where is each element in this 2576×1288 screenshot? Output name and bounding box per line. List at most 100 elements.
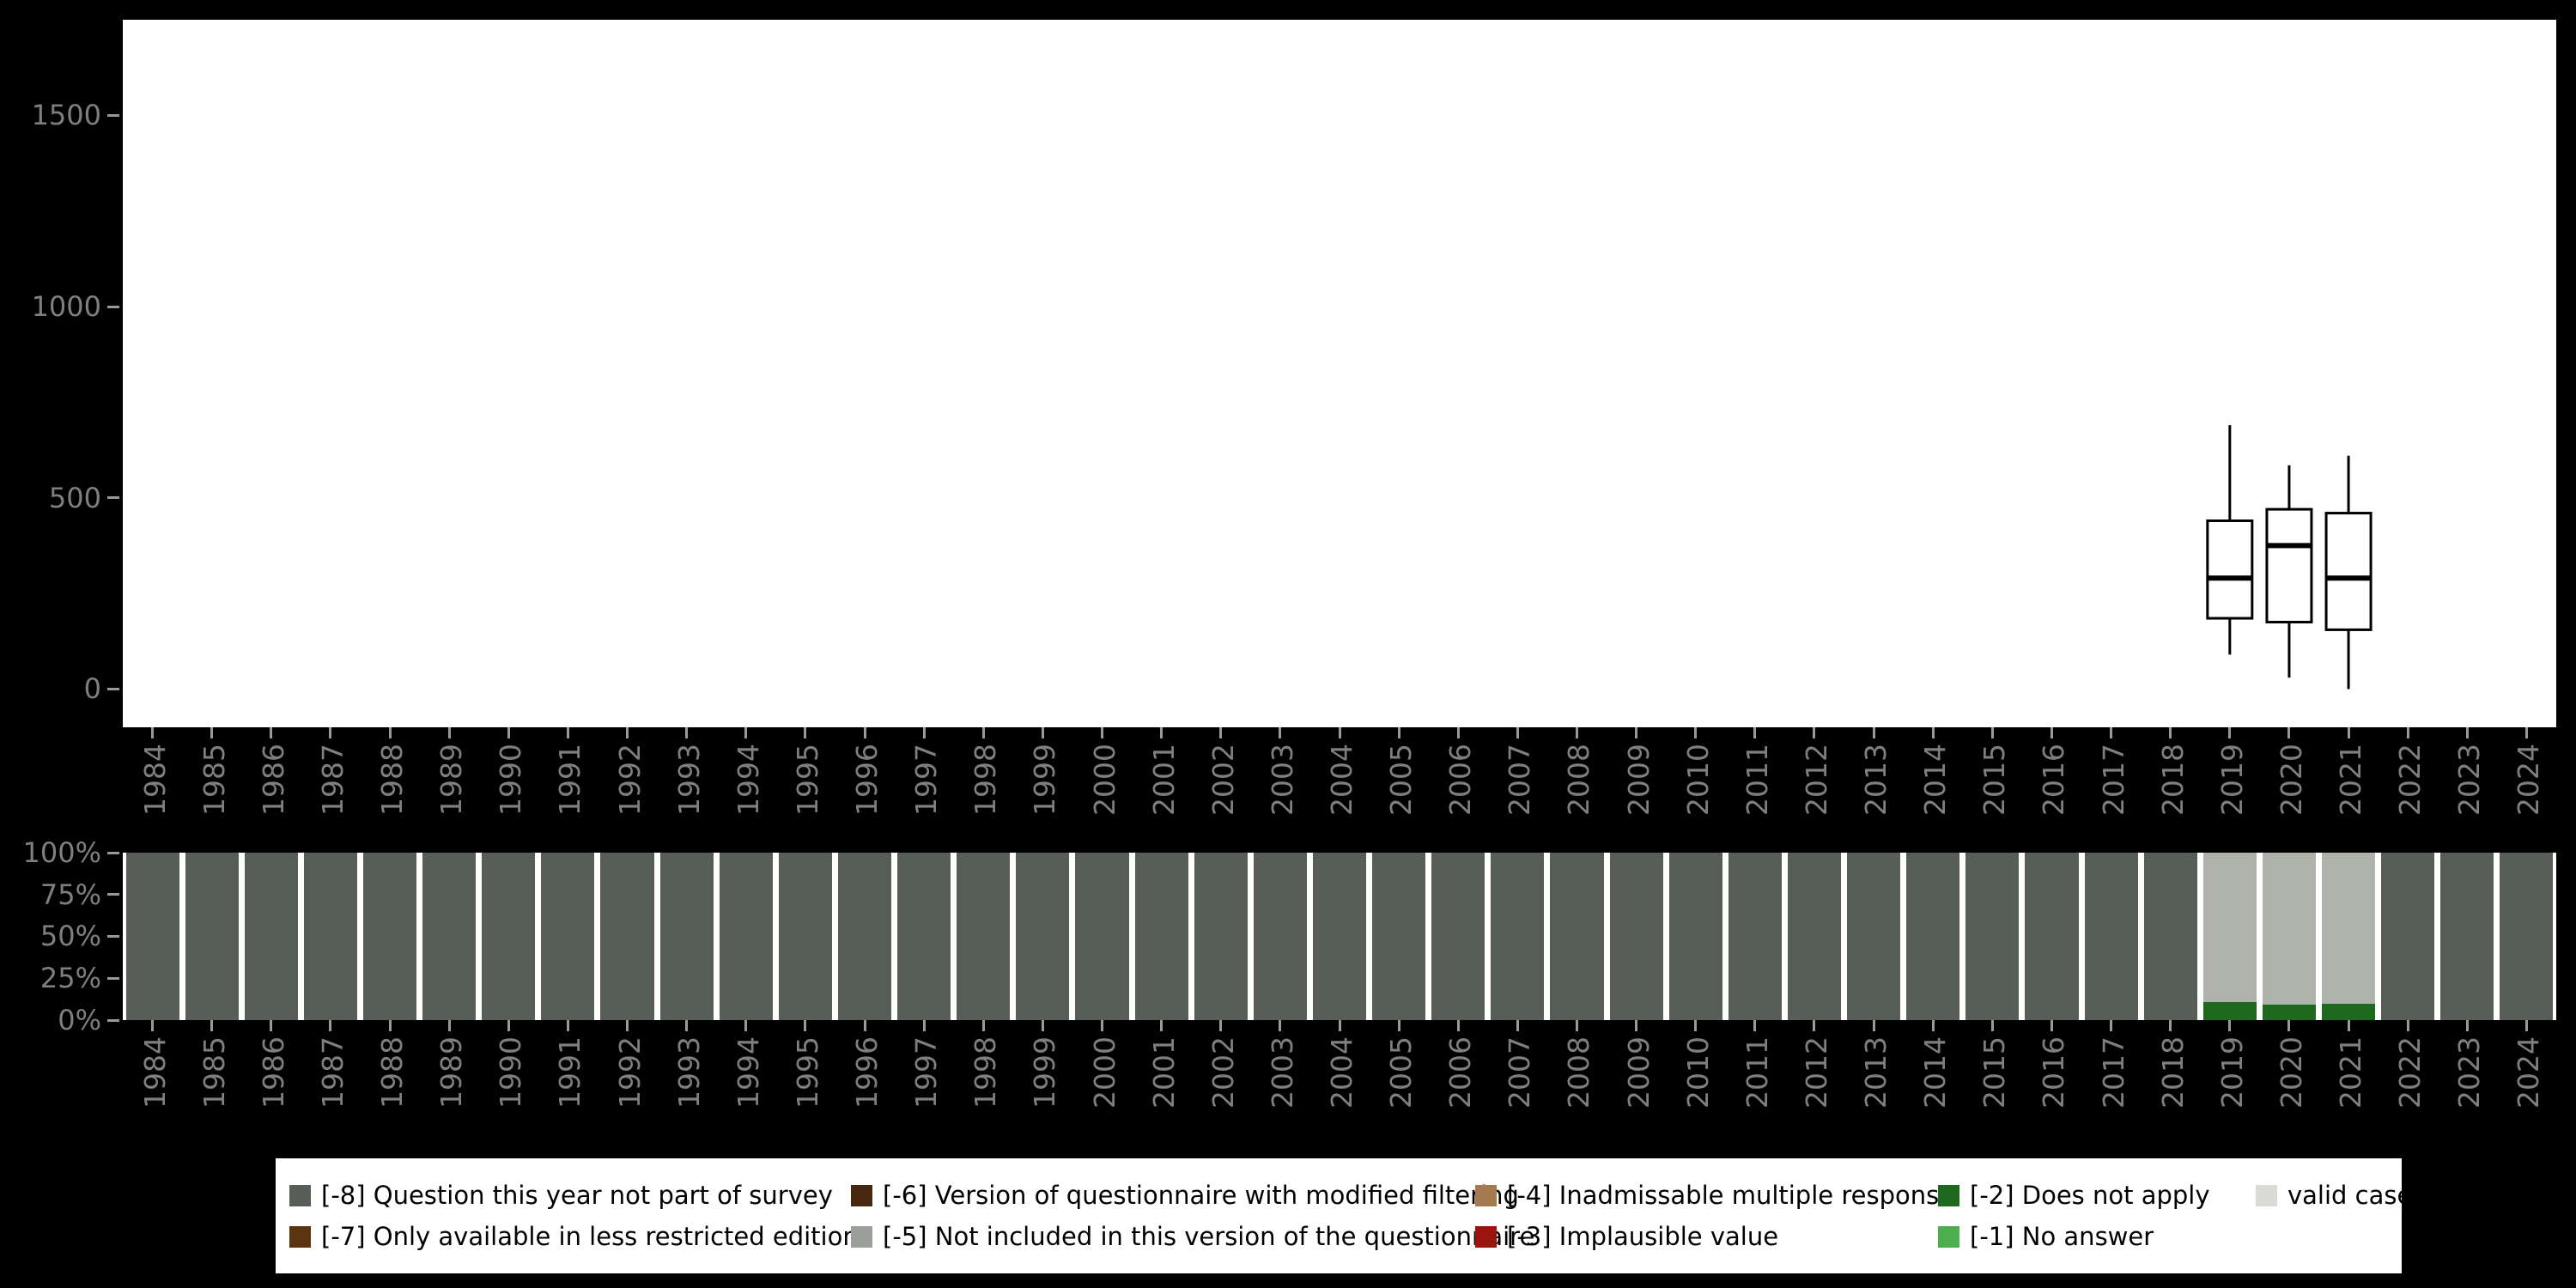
bar-segment-[-8] — [1194, 853, 1248, 1020]
x-tick-label: 2001 — [1146, 1036, 1181, 1109]
x-tick-label: 1998 — [969, 1036, 1003, 1109]
x-tick — [1041, 727, 1044, 738]
stacked-bar-panel — [123, 853, 2556, 1020]
x-tick — [1813, 1020, 1816, 1031]
x-tick-label: 1995 — [790, 1036, 824, 1109]
x-tick-label: 2017 — [2096, 744, 2130, 816]
x-tick-label: 2002 — [1206, 744, 1240, 816]
x-tick — [1279, 727, 1282, 738]
x-tick-label: 2014 — [1918, 1036, 1953, 1109]
x-tick-label: 2018 — [2155, 744, 2190, 816]
x-tick — [1872, 1020, 1875, 1031]
x-tick-label: 2008 — [1562, 1036, 1596, 1109]
x-tick — [1575, 727, 1578, 738]
stacked-bar-2014 — [1906, 853, 1960, 1020]
x-tick — [1456, 727, 1460, 738]
x-tick-label: 1984 — [137, 744, 172, 816]
x-tick-label: 2004 — [1325, 744, 1358, 816]
x-tick-label: 2023 — [2452, 744, 2487, 816]
x-tick — [1219, 1020, 1223, 1031]
legend-swatch-valid-icon — [2256, 1184, 2277, 1206]
bar-segment-[-8] — [1016, 853, 1070, 1020]
x-tick-label: 2017 — [2096, 1036, 2130, 1109]
bar-segment-[-8] — [1609, 853, 1663, 1020]
x-tick-label: 2000 — [1087, 1036, 1121, 1109]
bar-segment-[-8] — [2500, 853, 2554, 1020]
x-tick — [329, 727, 332, 738]
x-tick — [2287, 1020, 2291, 1031]
bar-segment-[-2] — [2262, 1005, 2316, 1020]
x-tick — [2050, 1020, 2053, 1031]
bar-segment-[-8] — [1906, 853, 1960, 1020]
x-tick — [2287, 727, 2291, 738]
bar-segment-[-8] — [957, 853, 1011, 1020]
legend-item: valid cases — [2256, 1181, 2425, 1210]
x-tick — [1931, 1020, 1935, 1031]
bar-segment-[-8] — [1668, 853, 1722, 1020]
bar-segment-[-8] — [185, 853, 239, 1020]
x-tick-label: 1993 — [671, 744, 706, 816]
y-tick — [107, 976, 119, 980]
bar-segment-[-8] — [1312, 853, 1367, 1020]
legend-swatch-minus2-icon — [1938, 1184, 1959, 1206]
legend-item: [-8] Question this year not part of surv… — [289, 1181, 851, 1210]
x-tick-label: 1996 — [850, 1036, 884, 1109]
stacked-bar-2020 — [2262, 853, 2316, 1020]
legend-swatch-minus3-icon — [1475, 1225, 1497, 1248]
x-tick-label: 2003 — [1265, 744, 1299, 816]
x-tick — [2347, 727, 2350, 738]
x-tick — [2465, 1020, 2469, 1031]
x-tick — [1397, 727, 1400, 738]
x-tick — [2169, 1020, 2172, 1031]
x-tick — [566, 1020, 569, 1031]
x-tick — [566, 727, 569, 738]
x-tick-label: 1992 — [612, 1036, 647, 1109]
x-tick-label: 1985 — [197, 744, 231, 816]
stacked-bar-1991 — [541, 853, 595, 1020]
stacked-bar-2013 — [1847, 853, 1901, 1020]
stacked-bar-2019 — [2202, 853, 2257, 1020]
x-tick — [1338, 727, 1341, 738]
x-tick-label: 2006 — [1443, 744, 1478, 816]
x-tick-label: 2022 — [2393, 1036, 2427, 1109]
stacked-bar-1998 — [957, 853, 1011, 1020]
x-tick — [1813, 727, 1816, 738]
x-tick-label: 2007 — [1503, 1036, 1537, 1109]
stacked-bar-2011 — [1728, 853, 1782, 1020]
x-tick-label: 2014 — [1918, 744, 1953, 816]
legend-label: [-1] No answer — [1970, 1222, 2154, 1251]
stacked-bar-2021 — [2322, 853, 2376, 1020]
legend-item: [-2] Does not apply — [1938, 1181, 2256, 1210]
bar-segment-[-8] — [837, 853, 892, 1020]
x-tick-label: 2006 — [1443, 1036, 1478, 1109]
x-tick-label: 2013 — [1859, 1036, 1893, 1109]
stacked-bar-2022 — [2381, 853, 2435, 1020]
bar-segment-[-8] — [1550, 853, 1604, 1020]
bar-segment-[-8] — [897, 853, 951, 1020]
x-tick — [1931, 727, 1935, 738]
bar-segment-[-8] — [541, 853, 595, 1020]
stacked-bar-1984 — [125, 853, 179, 1020]
y-tick — [107, 687, 119, 690]
stacked-bar-2018 — [2143, 853, 2197, 1020]
x-tick — [744, 727, 748, 738]
x-tick — [2524, 1020, 2528, 1031]
stacked-bar-2008 — [1550, 853, 1604, 1020]
stacked-bar-2004 — [1312, 853, 1367, 1020]
x-tick — [685, 1020, 689, 1031]
bar-segment-[-8] — [1728, 853, 1782, 1020]
x-tick — [507, 727, 510, 738]
x-tick — [863, 1020, 866, 1031]
stacked-bar-2015 — [1965, 853, 2020, 1020]
x-tick — [1753, 727, 1757, 738]
x-tick-label: 1995 — [790, 744, 824, 816]
bar-segment-[-8] — [125, 853, 179, 1020]
legend-label: [-3] Implausible value — [1507, 1222, 1779, 1251]
x-tick-label: 1997 — [909, 1036, 944, 1109]
stacked-bar-2023 — [2440, 853, 2494, 1020]
x-tick-label: 1998 — [969, 744, 1003, 816]
x-tick-label: 1986 — [256, 1036, 290, 1109]
x-tick-label: 2024 — [2512, 1036, 2546, 1109]
boxplot-2021 — [2324, 455, 2372, 690]
x-tick-label: 1991 — [553, 1036, 587, 1109]
